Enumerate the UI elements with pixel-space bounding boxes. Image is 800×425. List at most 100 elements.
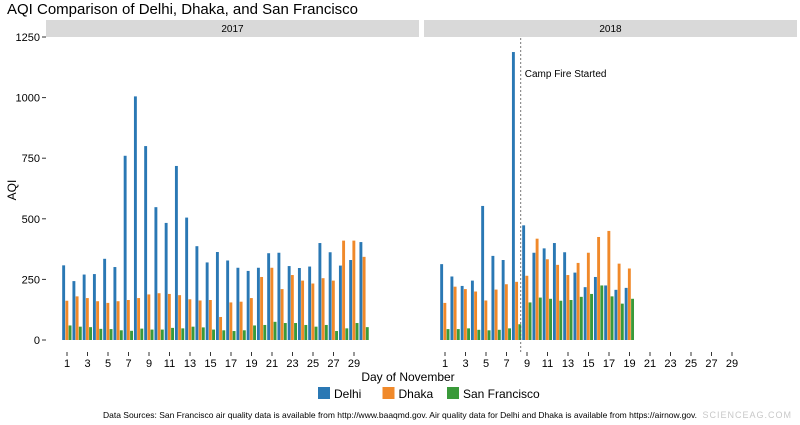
x-tick-label: 19 (623, 358, 635, 370)
bar-dhaka (116, 301, 120, 340)
bar-delhi (460, 285, 464, 340)
bar-dhaka (290, 275, 294, 340)
bar-san-francisco (600, 285, 604, 340)
x-tick-label: 23 (664, 358, 676, 370)
bar-san-francisco (150, 329, 154, 340)
bar-delhi (123, 155, 127, 340)
x-tick-label: 15 (582, 358, 594, 370)
bar-san-francisco (324, 324, 328, 340)
bar-dhaka (617, 263, 621, 340)
bar-dhaka (556, 264, 560, 340)
facet-strip-label: 2018 (599, 24, 622, 35)
legend-swatch (447, 387, 459, 399)
x-tick-label: 17 (603, 358, 615, 370)
bar-delhi (491, 255, 495, 340)
bar-delhi (297, 268, 301, 340)
bar-san-francisco (263, 324, 267, 340)
bar-san-francisco (212, 329, 215, 340)
x-tick-label: 3 (84, 358, 90, 370)
bar-dhaka (504, 284, 508, 340)
y-tick-label: 1000 (16, 93, 40, 105)
bar-dhaka (219, 316, 223, 340)
bar-dhaka (321, 278, 325, 340)
bar-san-francisco (109, 329, 113, 340)
bar-dhaka (188, 299, 192, 340)
x-tick-label: 1 (442, 358, 448, 370)
bar-delhi (440, 264, 444, 340)
bar-san-francisco (355, 323, 359, 340)
bar-delhi (614, 289, 618, 340)
bar-dhaka (157, 293, 161, 340)
x-tick-label: 13 (184, 358, 196, 370)
chart-title: AQI Comparison of Delhi, Dhaka, and San … (7, 1, 358, 18)
bar-delhi (113, 267, 117, 340)
bar-delhi (215, 252, 219, 340)
bar-delhi (82, 274, 86, 340)
bar-delhi (72, 281, 76, 340)
bar-delhi (481, 205, 485, 340)
bar-san-francisco (171, 327, 174, 340)
bar-dhaka (270, 267, 274, 340)
bar-delhi (195, 246, 199, 340)
bar-san-francisco (365, 327, 369, 340)
x-tick-label: 7 (503, 358, 509, 370)
bar-dhaka (515, 281, 519, 340)
bar-san-francisco (304, 324, 308, 340)
bar-dhaka (525, 275, 529, 340)
x-tick-label: 7 (125, 358, 131, 370)
x-tick-label: 13 (562, 358, 574, 370)
x-tick-label: 11 (164, 358, 175, 370)
bar-san-francisco (538, 297, 542, 340)
bar-delhi (246, 270, 250, 340)
bar-delhi (287, 266, 291, 340)
bar-san-francisco (610, 296, 614, 340)
bar-delhi (349, 260, 353, 340)
bar-delhi (511, 52, 515, 340)
bar-san-francisco (518, 324, 522, 340)
x-tick-label: 23 (286, 358, 298, 370)
bar-dhaka (627, 268, 631, 340)
bar-san-francisco (222, 330, 226, 340)
bar-dhaka (178, 295, 182, 340)
bar-san-francisco (232, 331, 236, 340)
bar-san-francisco (446, 329, 450, 340)
bar-dhaka (545, 259, 549, 340)
bar-san-francisco (89, 327, 92, 340)
bar-san-francisco (631, 298, 634, 340)
bar-delhi (624, 287, 628, 340)
bar-san-francisco (345, 328, 349, 340)
bar-san-francisco (78, 326, 82, 340)
bar-san-francisco (549, 298, 552, 340)
bar-san-francisco (130, 330, 133, 340)
bar-dhaka (484, 300, 488, 340)
legend-swatch (382, 387, 395, 399)
x-tick-label: 21 (644, 358, 656, 370)
bar-san-francisco (242, 330, 246, 340)
y-axis-label: AQI (5, 180, 19, 201)
bar-dhaka (535, 238, 539, 340)
bar-dhaka (85, 298, 89, 340)
bar-san-francisco (569, 300, 573, 340)
bar-dhaka (597, 236, 601, 340)
x-tick-label: 25 (685, 358, 697, 370)
bar-san-francisco (273, 321, 277, 340)
bar-dhaka (126, 300, 130, 340)
y-tick-label: 750 (22, 153, 40, 165)
bar-san-francisco (456, 329, 460, 340)
y-tick-label: 250 (22, 274, 40, 286)
bar-delhi (552, 243, 556, 340)
bar-san-francisco (68, 325, 72, 340)
bar-delhi (532, 252, 536, 340)
bar-delhi (92, 274, 96, 340)
bar-san-francisco (201, 327, 205, 340)
bar-dhaka (331, 280, 335, 340)
bar-dhaka (607, 230, 611, 340)
bar-san-francisco (314, 326, 318, 340)
bar-delhi (236, 267, 240, 340)
bar-delhi (308, 266, 312, 340)
bar-delhi (593, 276, 597, 340)
bar-delhi (542, 248, 546, 340)
bar-san-francisco (508, 328, 511, 340)
bar-dhaka (301, 280, 305, 340)
bar-delhi (226, 260, 230, 340)
